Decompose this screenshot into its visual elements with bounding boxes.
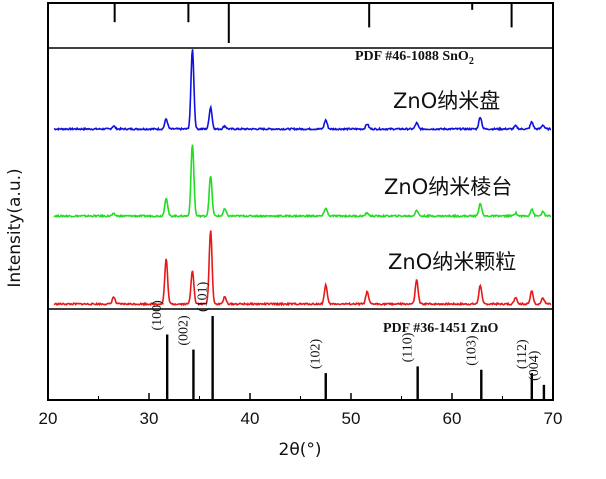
- series-label-1: ZnO纳米盘: [393, 89, 500, 113]
- x-axis-ticks: 20 30 40 50 60 70: [39, 393, 563, 428]
- diffraction-traces: [53, 49, 552, 307]
- reference-bottom-zno: (100) (002) (101) (102) (110) (103) (112)(004): [150, 281, 546, 399]
- x-tick-label: 30: [140, 409, 159, 428]
- series-line-2: [53, 144, 551, 219]
- series-label-2: ZnO纳米棱台: [384, 175, 512, 199]
- ref-bottom-label: PDF #36-1451 ZnO: [383, 321, 498, 336]
- x-tick-label: 60: [443, 409, 462, 428]
- series-labels: ZnO纳米盘 ZnO纳米棱台 ZnO纳米颗粒: [384, 89, 516, 274]
- x-tick-label: 20: [39, 409, 58, 428]
- series-line-1: [53, 49, 552, 132]
- zno-hkl-label-3: (101): [196, 281, 211, 312]
- x-tick-label: 70: [544, 409, 563, 428]
- x-axis-title: 2θ(°): [279, 440, 322, 460]
- ref-top-label: PDF #46-1088 SnO2: [355, 49, 474, 67]
- reference-top-sno2: [113, 4, 513, 43]
- zno-hkl-label-6: (103): [464, 335, 479, 366]
- zno-hkl-label-2: (002): [176, 315, 191, 346]
- series-label-3: ZnO纳米颗粒: [388, 250, 516, 274]
- zno-hkl-label-4: (102): [309, 338, 324, 369]
- y-axis-title: Intensity(a.u.): [5, 168, 25, 287]
- zno-hkl-label-8: (004): [527, 350, 542, 381]
- zno-hkl-label-1: (100): [150, 300, 165, 331]
- series-line-3: [53, 230, 552, 307]
- x-tick-label: 40: [241, 409, 260, 428]
- x-tick-label: 50: [342, 409, 361, 428]
- zno-hkl-label-7: (112): [515, 339, 530, 369]
- zno-hkl-label-5: (110): [401, 332, 416, 362]
